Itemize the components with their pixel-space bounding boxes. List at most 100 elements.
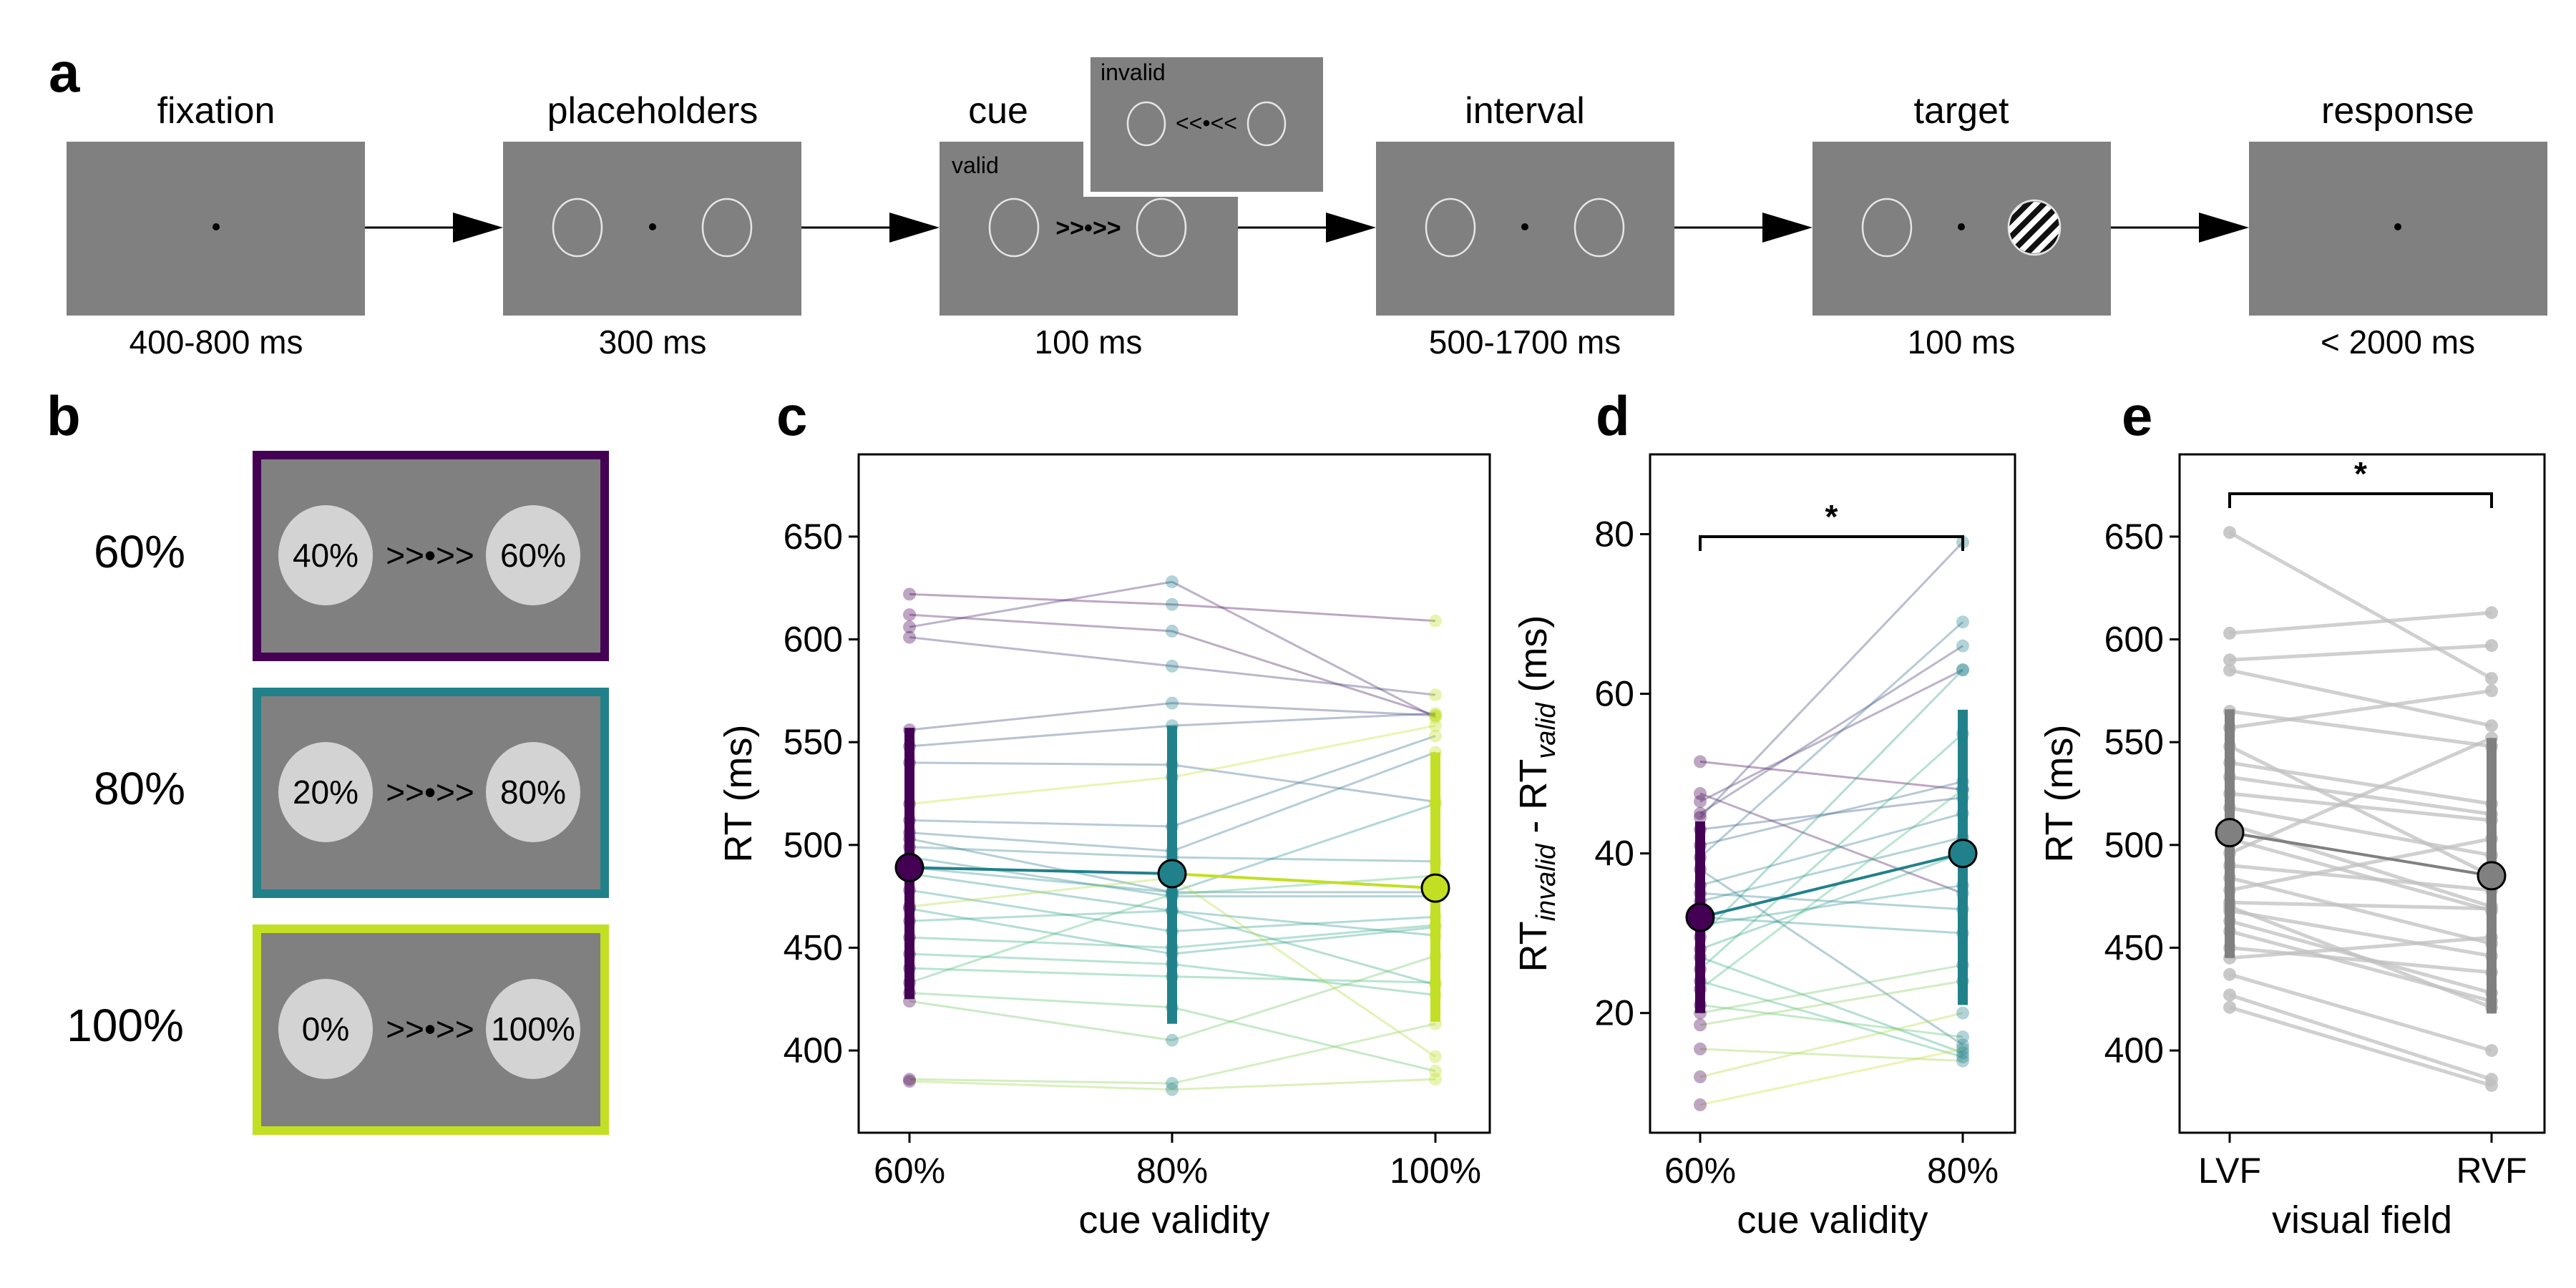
subject-line	[1699, 760, 1963, 791]
subject-point	[1429, 1073, 1442, 1086]
subject-point	[1429, 706, 1442, 720]
panel-letter-c: c	[776, 384, 807, 447]
x-tick-label: 80%	[1136, 1151, 1208, 1191]
x-tick-label: 80%	[1927, 1151, 1999, 1191]
subject-line	[1699, 1012, 1963, 1078]
subject-line	[909, 967, 1173, 978]
subject-point	[2223, 1000, 2236, 1014]
subject-line	[2229, 993, 2492, 1081]
arrow-right-icon	[2111, 213, 2249, 243]
placeholder-right	[701, 197, 753, 258]
subject-line	[1171, 975, 1436, 984]
sequence-arrows	[365, 213, 2249, 243]
subject-point	[1429, 614, 1442, 628]
placeholder-right	[1574, 197, 1625, 258]
probability-left: 20%	[293, 774, 358, 811]
step-duration: 400-800 ms	[130, 323, 303, 361]
subject-point	[1956, 1046, 1969, 1060]
panel-a: a fixation 400-800 ms placeholders 300 m…	[49, 41, 2547, 361]
fixation-dot	[2394, 223, 2401, 230]
subject-line	[1171, 877, 1436, 1058]
probability-circle-right	[486, 979, 580, 1079]
subject-line	[2229, 643, 2492, 662]
subject-line	[1699, 796, 1963, 831]
subject-line	[2229, 945, 2492, 975]
subject-line	[1171, 751, 1436, 852]
chart-validity-effect: 20 40 60 80 60% 80% cue validity RTinvalid - RT…	[1512, 453, 2016, 1241]
subject-line	[2229, 761, 2492, 806]
placeholder-left	[1126, 101, 1166, 147]
subject-point	[903, 1073, 916, 1086]
probability-circle-left	[278, 505, 373, 605]
y-tick-label: 40	[1594, 834, 1634, 874]
subject-line	[909, 866, 1173, 894]
subject-line	[909, 992, 1173, 1009]
x-tick-label: 60%	[874, 1151, 945, 1191]
subject-line	[1699, 916, 1963, 935]
y-tick-label: 400	[2104, 1030, 2164, 1070]
subject-point	[1956, 663, 1969, 677]
subject-point	[1166, 625, 1179, 638]
panel-letter-a: a	[49, 41, 80, 104]
subject-point	[903, 1075, 916, 1088]
y-tick-label: 400	[784, 1030, 843, 1070]
placeholder-left	[552, 197, 603, 258]
y-tick-label: 20	[1594, 993, 1634, 1033]
panel-b: b 60% 40% >>•>> 60% 80% 20% >>•>> 80% 10…	[47, 384, 609, 1135]
panel-letter-d: d	[1596, 384, 1630, 447]
y-tick-label: 500	[784, 825, 843, 865]
subject-line	[1171, 962, 1436, 997]
subject-point	[2223, 988, 2236, 1002]
subject-line	[2229, 668, 2492, 728]
y-tick-label: 600	[784, 620, 843, 660]
subject-line	[1171, 702, 1436, 717]
arrow-right-icon	[1238, 213, 1376, 243]
subject-line	[1699, 621, 1964, 859]
subject-line	[1171, 874, 1436, 896]
significance-bracket	[1699, 535, 1964, 551]
y-tick-label: 550	[784, 722, 843, 762]
subject-point	[1166, 1033, 1179, 1047]
y-tick-label: 450	[784, 927, 843, 967]
cue-arrows: >>•>>	[386, 537, 474, 574]
subject-point	[1694, 1018, 1707, 1032]
step-response: response < 2000 ms	[2249, 90, 2547, 361]
panel-letter-e: e	[2122, 384, 2152, 447]
subject-point	[1429, 1064, 1442, 1078]
subject-line	[1699, 980, 1963, 1058]
x-axis-label: visual field	[2272, 1199, 2452, 1241]
subject-point	[1166, 659, 1179, 673]
subject-line	[2229, 1005, 2492, 1088]
subject-point	[1694, 811, 1707, 824]
mean-point	[1948, 839, 1978, 869]
mean-line	[1171, 872, 1436, 890]
subject-point	[1956, 1038, 1969, 1052]
mean-line	[2229, 831, 2492, 877]
subject-line	[2229, 864, 2492, 892]
y-tick-label: 60	[1594, 674, 1634, 714]
subject-line	[2229, 610, 2492, 635]
subject-line	[1171, 955, 1436, 1042]
subject-point	[2485, 606, 2498, 620]
subject-line	[1171, 1023, 1436, 1085]
probability-circle-right	[486, 505, 580, 605]
subject-point	[1429, 711, 1442, 724]
subject-line	[1171, 763, 1436, 803]
subject-line	[2229, 900, 2492, 911]
subject-line	[1171, 856, 1436, 863]
condition-60: 60% 40% >>•>> 60%	[94, 451, 609, 661]
subject-line	[1171, 665, 1436, 696]
subject-point	[2485, 639, 2498, 653]
subject-line	[2229, 904, 2492, 1010]
subject-point	[1694, 1098, 1707, 1111]
subject-point	[1694, 787, 1707, 800]
subject-line	[909, 761, 1173, 766]
subject-line	[1171, 1006, 1436, 1073]
subject-point	[2223, 626, 2236, 640]
subject-point	[1429, 688, 1442, 702]
subject-point	[2485, 672, 2498, 686]
subject-point	[1956, 1042, 1969, 1055]
subject-line	[1171, 915, 1436, 932]
y-tick-label: 80	[1594, 514, 1634, 555]
